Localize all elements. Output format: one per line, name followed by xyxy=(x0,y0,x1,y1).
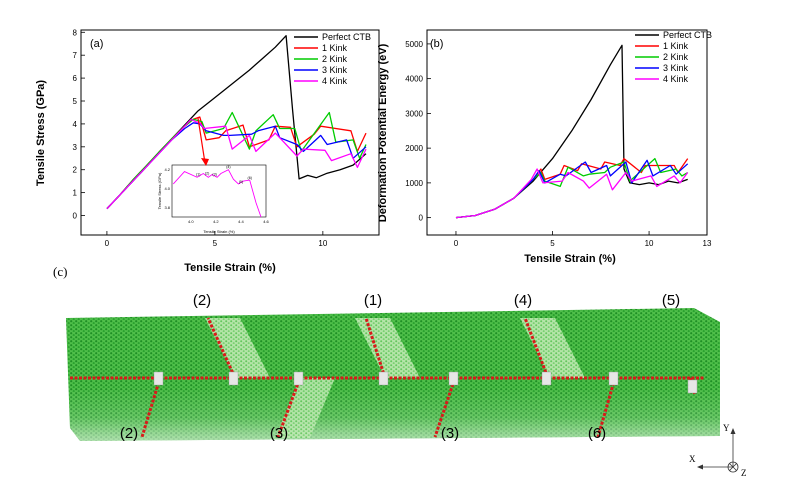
series-line xyxy=(455,157,689,219)
legend-label: 3 Kink xyxy=(322,65,348,75)
y-tick-label: 5 xyxy=(73,97,78,106)
x-tick-label: 10 xyxy=(645,239,654,248)
kink-label-top: (2) xyxy=(193,292,211,309)
y-tick-label: 5000 xyxy=(405,40,423,49)
x-tick-label: 5 xyxy=(213,239,218,248)
inset-point-label: (6) xyxy=(248,176,252,180)
kink-label-top: (1) xyxy=(364,292,382,309)
y-tick-label: 4 xyxy=(73,120,78,129)
kink-label-bottom: (2) xyxy=(120,425,138,442)
legend-label: Perfect CTB xyxy=(322,32,371,42)
inset-point-label: (5) xyxy=(239,180,243,184)
kink-labels: (2) (1) (4) (5) (2) (3) (3) (6) xyxy=(120,292,680,442)
legend-label: 2 Kink xyxy=(663,52,689,62)
legend-label: 3 Kink xyxy=(663,63,689,73)
legend-label: 4 Kink xyxy=(663,74,689,84)
y-tick-label: 4000 xyxy=(405,75,423,84)
inset-arrow-head xyxy=(201,158,209,166)
x-tick-label: 5 xyxy=(550,239,555,248)
panel-a-x-axis-label: Tensile Strain (%) xyxy=(184,262,276,274)
twin-region xyxy=(520,318,585,378)
kink-label-bottom: (3) xyxy=(270,425,288,442)
inset-y-tick-label: 3.8 xyxy=(164,205,170,210)
y-tick-label: 8 xyxy=(73,28,78,37)
atom-slab-shading xyxy=(70,388,720,441)
y-tick-label: 1000 xyxy=(405,179,423,188)
inset-arrow xyxy=(197,117,206,164)
inset-point-label: (2) xyxy=(205,171,209,175)
kink-label-bottom: (6) xyxy=(588,425,606,442)
inset-x-tick-label: 4.2 xyxy=(213,219,219,224)
twin-region xyxy=(275,378,335,438)
coordinate-axes: Y X Z xyxy=(689,423,747,478)
inset-y-tick-label: 4.2 xyxy=(164,167,170,172)
inset-y-axis-label: Tensile Stress (GPa) xyxy=(157,172,162,209)
inset-y-tick-label: 4.0 xyxy=(164,186,170,191)
y-tick-label: 3000 xyxy=(405,109,423,118)
panel-b-frame xyxy=(426,29,708,236)
y-tick-label: 0 xyxy=(419,214,424,223)
series-line xyxy=(455,44,688,219)
series-line xyxy=(455,168,689,219)
axis-y-label: Y xyxy=(723,423,730,433)
inset-x-tick-label: 4.0 xyxy=(188,219,194,224)
legend-label: 2 Kink xyxy=(322,54,348,64)
panel-a-frame xyxy=(80,29,380,236)
panel-b-y-axis-label: Deformation Potential Energy (eV) xyxy=(377,43,389,222)
y-tick-label: 0 xyxy=(73,212,78,221)
inset-x-tick-label: 4.6 xyxy=(263,219,269,224)
x-tick-label: 0 xyxy=(105,239,110,248)
x-tick-label: 0 xyxy=(454,239,459,248)
inset-x-axis-label: Tensile Strain (%) xyxy=(203,229,235,234)
panel-c-label: (c) xyxy=(53,264,67,279)
kink-atoms xyxy=(153,371,698,394)
y-tick-label: 2000 xyxy=(405,144,423,153)
panel-a-y-axis-label: Tensile Stress (GPa) xyxy=(35,80,47,187)
legend-label: Perfect CTB xyxy=(663,30,712,40)
axis-x-label: X xyxy=(689,454,696,464)
legend-label: 1 Kink xyxy=(663,41,689,51)
kink-label-bottom: (3) xyxy=(441,425,459,442)
inset-series-line xyxy=(172,169,262,218)
panel-b-label: (b) xyxy=(430,38,443,50)
panel-b-x-axis-label: Tensile Strain (%) xyxy=(524,253,616,265)
y-tick-label: 2 xyxy=(73,166,78,175)
inset-x-tick-label: 4.4 xyxy=(238,219,244,224)
series-line xyxy=(455,157,689,219)
panel-a-inset: 4.0 4.2 4.4 4.6 3.8 4.0 4.2 (1) (2) (3) (4) (5) (6)… xyxy=(157,164,270,234)
inset-point-label: (4) xyxy=(226,165,230,169)
inset-point-label: (1) xyxy=(196,172,200,176)
panel-a-label: (a) xyxy=(90,38,103,50)
series-line xyxy=(106,118,367,210)
y-tick-label: 7 xyxy=(73,51,78,60)
twin-region xyxy=(205,318,270,378)
x-tick-label: 13 xyxy=(703,239,712,248)
inset-point-label: (3) xyxy=(212,172,216,176)
legend-label: 1 Kink xyxy=(322,43,348,53)
y-tick-label: 3 xyxy=(73,143,78,152)
panel-c-structure: (c) (2) (1) xyxy=(53,264,747,478)
x-tick-label: 10 xyxy=(318,239,327,248)
legend-label: 4 Kink xyxy=(322,76,348,86)
kink-label-top: (5) xyxy=(662,292,680,309)
kink-label-top: (4) xyxy=(514,292,532,309)
panel-b-chart: (b) 0 1000 2000 3000 4000 5000 0 5 10 13 Perfect… xyxy=(377,29,712,265)
y-tick-label: 6 xyxy=(73,74,78,83)
y-tick-label: 1 xyxy=(73,189,78,198)
series-line xyxy=(106,111,367,210)
axis-z-label: Z xyxy=(741,468,747,478)
